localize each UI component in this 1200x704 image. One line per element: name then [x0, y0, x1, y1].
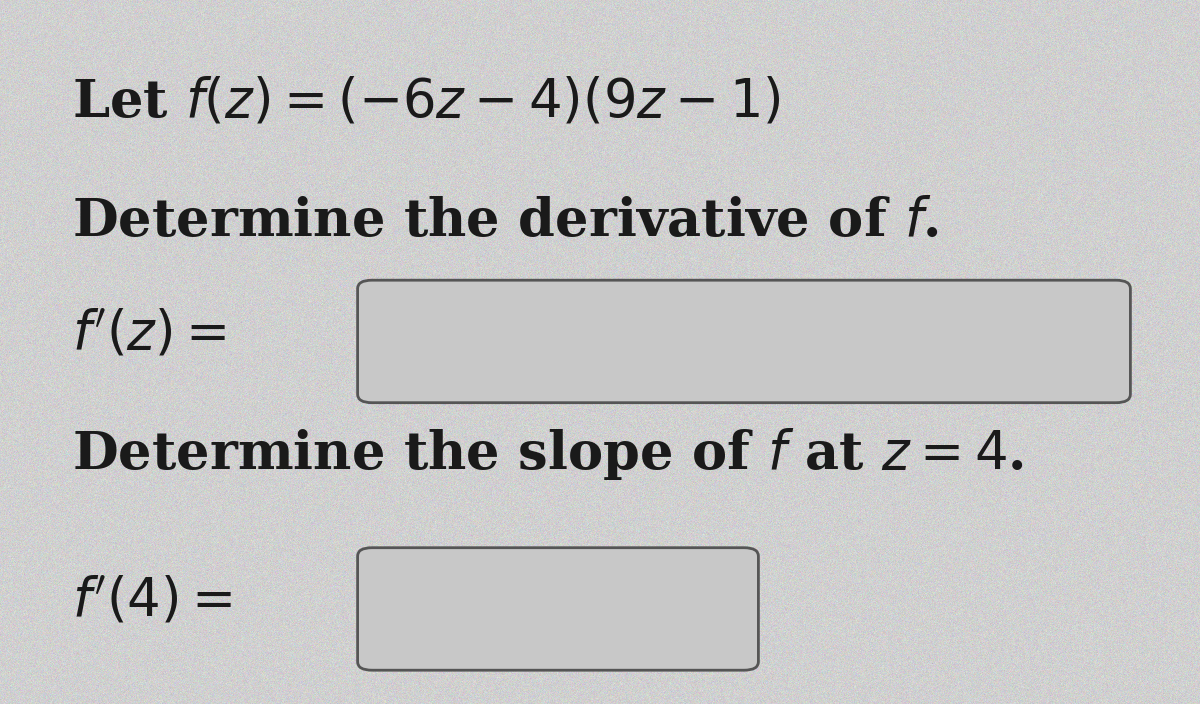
- Text: $f'(z) =$: $f'(z) =$: [72, 309, 226, 360]
- Text: Determine the slope of $f$ at $z = 4$.: Determine the slope of $f$ at $z = 4$.: [72, 426, 1024, 482]
- FancyBboxPatch shape: [358, 548, 758, 670]
- Text: Determine the derivative of $f$.: Determine the derivative of $f$.: [72, 196, 938, 247]
- Text: Let $f(z) = (-6z - 4)(9z - 1)$: Let $f(z) = (-6z - 4)(9z - 1)$: [72, 77, 781, 127]
- FancyBboxPatch shape: [358, 280, 1130, 403]
- Text: $f'(4) =$: $f'(4) =$: [72, 577, 232, 627]
